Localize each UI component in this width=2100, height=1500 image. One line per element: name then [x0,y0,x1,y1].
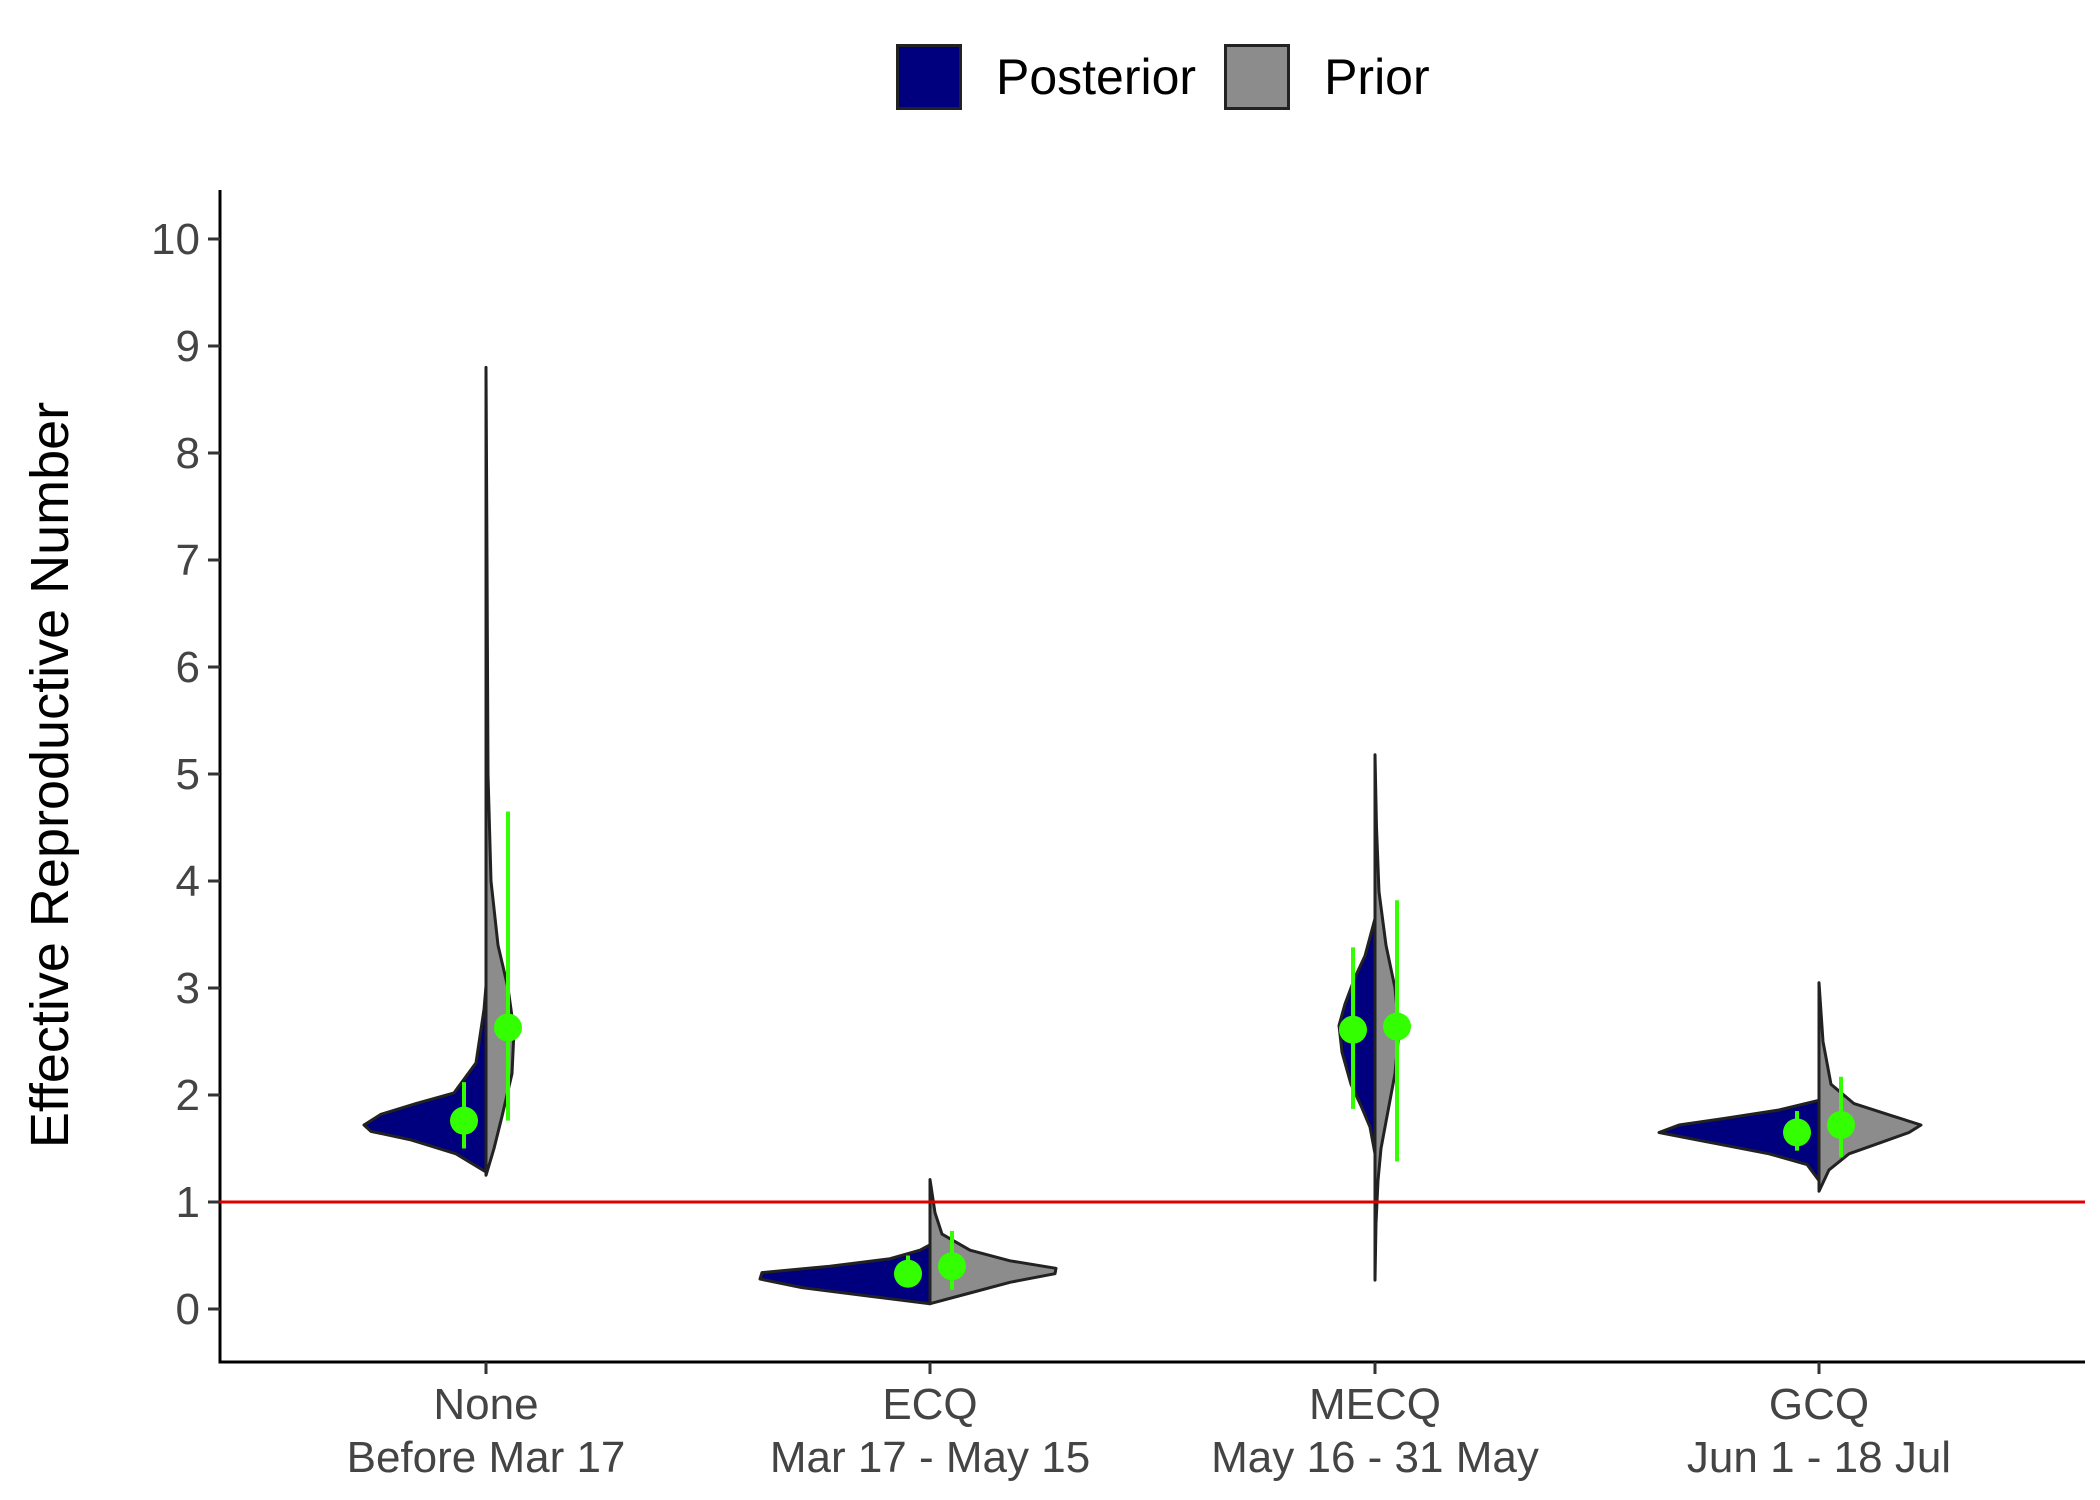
violin-posterior [758,1243,932,1306]
legend-item-posterior: Posterior [896,44,1196,110]
point-posterior [894,1259,922,1288]
x-tick-label-line2: Before Mar 17 [347,1433,626,1482]
violin-posterior [1657,1098,1821,1183]
y-tick-label: 7 [176,536,200,585]
y-tick-label: 1 [176,1178,200,1227]
x-tick-label-line2: May 16 - 31 May [1211,1433,1539,1482]
violin-prior [1817,981,1923,1193]
y-tick-label: 0 [176,1285,200,1334]
x-tick-label-line1: MECQ [1309,1380,1441,1429]
legend-item-prior: Prior [1224,44,1430,110]
y-tick-label: 8 [176,429,200,478]
y-tick-label: 5 [176,750,200,799]
violin-posterior [362,984,488,1174]
violin-prior [484,365,516,1177]
x-tick-label-line1: ECQ [882,1380,977,1429]
x-tick-label-line1: None [433,1380,538,1429]
point-prior [1383,1012,1411,1041]
legend-swatch-prior [1224,44,1291,110]
legend: Posterior Prior [896,44,1458,110]
point-prior [1827,1110,1855,1139]
legend-label-prior: Prior [1324,49,1430,105]
violin-prior [928,1178,1058,1306]
y-tick-label: 9 [176,322,200,371]
y-tick-label: 3 [176,964,200,1013]
point-prior [494,1013,522,1042]
y-tick-label: 2 [176,1071,200,1120]
point-posterior [1783,1118,1811,1147]
y-tick-label: 4 [176,857,200,906]
point-posterior [450,1106,478,1135]
legend-label-posterior: Posterior [996,49,1197,105]
y-tick-label: 6 [176,643,200,692]
x-tick-label-line1: GCQ [1769,1380,1869,1429]
x-tick-label-line2: Mar 17 - May 15 [770,1433,1090,1482]
point-prior [938,1252,966,1281]
legend-swatch-posterior [896,44,962,110]
x-tick-label-line2: Jun 1 - 18 Jul [1687,1433,1951,1482]
point-posterior [1339,1015,1367,1044]
y-tick-label: 10 [151,215,200,264]
